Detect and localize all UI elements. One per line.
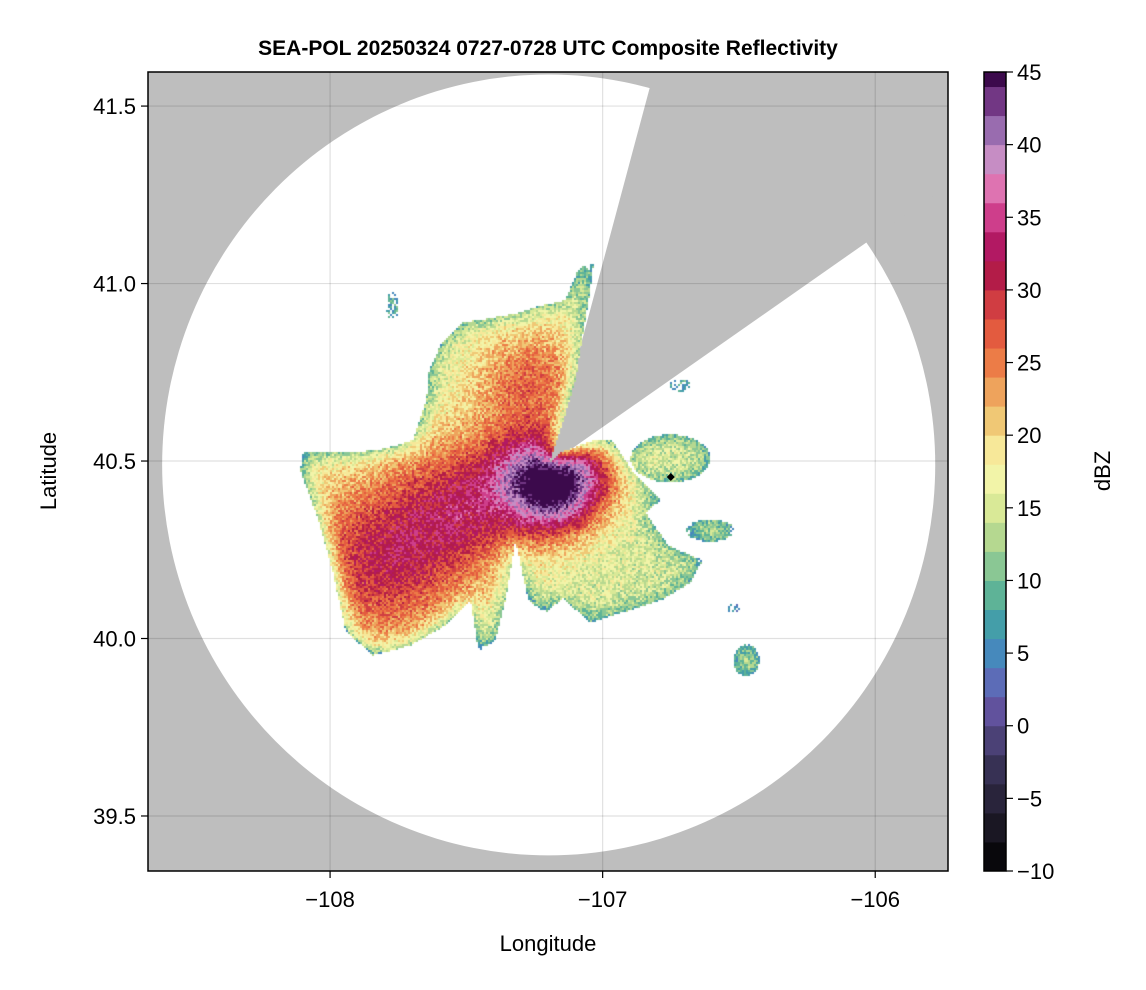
colorbar-bin bbox=[984, 289, 1006, 320]
y-axis-label: Latitude bbox=[36, 432, 61, 510]
colorbar-bin bbox=[984, 318, 1006, 349]
y-tick-label: 41.0 bbox=[93, 272, 136, 297]
y-axis: 39.5 40.0 40.5 41.0 41.5 bbox=[93, 94, 148, 829]
colorbar-tick-label: 45 bbox=[1017, 60, 1041, 85]
colorbar-tick-label: 25 bbox=[1017, 351, 1041, 376]
colorbar-bin bbox=[984, 260, 1006, 291]
colorbar-bin bbox=[984, 522, 1006, 552]
chart-title: SEA-POL 20250324 0727-0728 UTC Composite… bbox=[258, 37, 838, 60]
y-tick-label: 40.5 bbox=[93, 449, 136, 474]
colorbar-bin bbox=[984, 86, 1006, 117]
colorbar-bin bbox=[984, 725, 1006, 756]
colorbar-tick-label: 30 bbox=[1017, 278, 1041, 303]
colorbar-tick-label: 35 bbox=[1017, 205, 1041, 230]
colorbar-frame bbox=[983, 71, 1007, 872]
colorbar-bin bbox=[984, 202, 1006, 233]
colorbar-bin bbox=[984, 493, 1006, 523]
colorbar-bin bbox=[984, 812, 1006, 843]
colorbar-bin bbox=[984, 231, 1006, 262]
colorbar-bin bbox=[984, 348, 1006, 378]
colorbar-tick-label: 40 bbox=[1017, 133, 1041, 158]
x-tick-label: −108 bbox=[305, 887, 355, 912]
colorbar-bin bbox=[984, 609, 1006, 640]
colorbar-tick-label: −5 bbox=[1017, 786, 1042, 811]
colorbar-tick-label: −10 bbox=[1017, 859, 1054, 884]
colorbar-bin bbox=[984, 72, 1006, 88]
colorbar-tick-label: 5 bbox=[1017, 641, 1029, 666]
colorbar-bin bbox=[984, 406, 1006, 436]
reflectivity-field bbox=[148, 72, 948, 871]
y-tick-label: 39.5 bbox=[93, 804, 136, 829]
colorbar-tick-label: 10 bbox=[1017, 568, 1041, 593]
x-axis: −108 −107 −106 bbox=[305, 871, 900, 912]
colorbar-bin bbox=[984, 115, 1006, 146]
colorbar-bin bbox=[984, 464, 1006, 494]
colorbar-bin bbox=[984, 841, 1006, 872]
colorbar-bin bbox=[984, 551, 1006, 581]
colorbar-bin bbox=[984, 783, 1006, 814]
colorbar-label: dBZ bbox=[1090, 451, 1115, 491]
x-tick-label: −106 bbox=[850, 887, 900, 912]
colorbar-bin bbox=[984, 638, 1006, 669]
colorbar-tick-label: 15 bbox=[1017, 496, 1041, 521]
colorbar-bin bbox=[984, 377, 1006, 407]
colorbar-tick-label: 20 bbox=[1017, 423, 1041, 448]
x-tick-label: −107 bbox=[578, 887, 628, 912]
colorbar-bin bbox=[984, 435, 1006, 465]
colorbar-bin bbox=[984, 173, 1006, 204]
y-tick-label: 41.5 bbox=[93, 94, 136, 119]
colorbar-bin bbox=[984, 754, 1006, 785]
colorbar-bin bbox=[984, 580, 1006, 611]
y-tick-label: 40.0 bbox=[93, 627, 136, 652]
colorbar: −10 −5 0 5 10 15 20 25 30 35 40 45 bbox=[984, 60, 1054, 884]
colorbar-bin bbox=[984, 667, 1006, 698]
x-axis-label: Longitude bbox=[500, 931, 597, 956]
colorbar-bin bbox=[984, 696, 1006, 727]
colorbar-tick-label: 0 bbox=[1017, 714, 1029, 739]
colorbar-bin bbox=[984, 144, 1006, 175]
